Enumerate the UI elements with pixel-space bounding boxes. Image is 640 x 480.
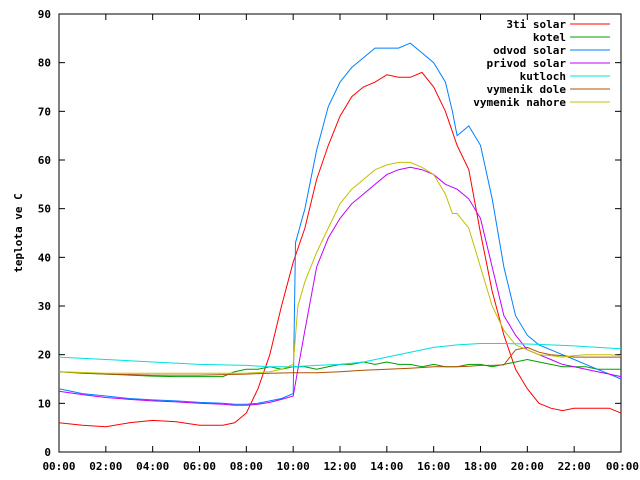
x-axis: 00:00 02:00 04:00 06:00 08:00 10:00 12:00 14:00… (42, 14, 639, 473)
y-tick-label: 40 (38, 251, 51, 264)
x-tick-label: 18:00 (464, 460, 497, 473)
series-layer (58, 42, 622, 428)
series-line-kutloch (58, 343, 622, 368)
series-line-kotel (58, 358, 621, 378)
series-line-3ti-solar (58, 71, 622, 428)
legend-label: kutloch (520, 70, 566, 83)
series-line-privod-solar (58, 166, 622, 406)
x-tick-label: 20:00 (511, 460, 544, 473)
x-tick-label: 16:00 (417, 460, 450, 473)
legend-label: vymenik dole (487, 83, 567, 96)
x-tick-label: 00:00 (42, 460, 75, 473)
series-line-vymenik-nahore (58, 161, 622, 374)
x-tick-label: 22:00 (558, 460, 591, 473)
legend-label: vymenik nahore (473, 96, 566, 109)
y-tick-label: 10 (38, 397, 51, 410)
legend-label: kotel (533, 31, 566, 44)
x-tick-label: 02:00 (89, 460, 122, 473)
legend-label: 3ti solar (506, 18, 566, 31)
x-tick-label: 12:00 (323, 460, 356, 473)
y-tick-label: 50 (38, 203, 51, 216)
y-axis-label: teplota ve C (12, 193, 25, 272)
x-tick-label: 14:00 (370, 460, 403, 473)
y-axis: 0 10 20 30 40 50 60 70 80 90 (38, 8, 621, 459)
y-tick-label: 70 (38, 105, 51, 118)
y-tick-label: 90 (38, 8, 51, 21)
y-tick-label: 0 (44, 446, 51, 459)
legend-label: privod solar (487, 57, 567, 70)
y-tick-label: 80 (38, 57, 51, 70)
x-tick-label: 10:00 (277, 460, 310, 473)
x-tick-label: 04:00 (136, 460, 169, 473)
y-tick-label: 30 (38, 300, 51, 313)
legend-label: odvod solar (493, 44, 566, 57)
series-line-odvod-solar (58, 42, 622, 405)
x-tick-label: 00:00 (606, 460, 639, 473)
x-tick-label: 06:00 (183, 460, 216, 473)
y-tick-label: 60 (38, 154, 51, 167)
y-tick-label: 20 (38, 349, 51, 362)
x-tick-label: 08:00 (230, 460, 263, 473)
